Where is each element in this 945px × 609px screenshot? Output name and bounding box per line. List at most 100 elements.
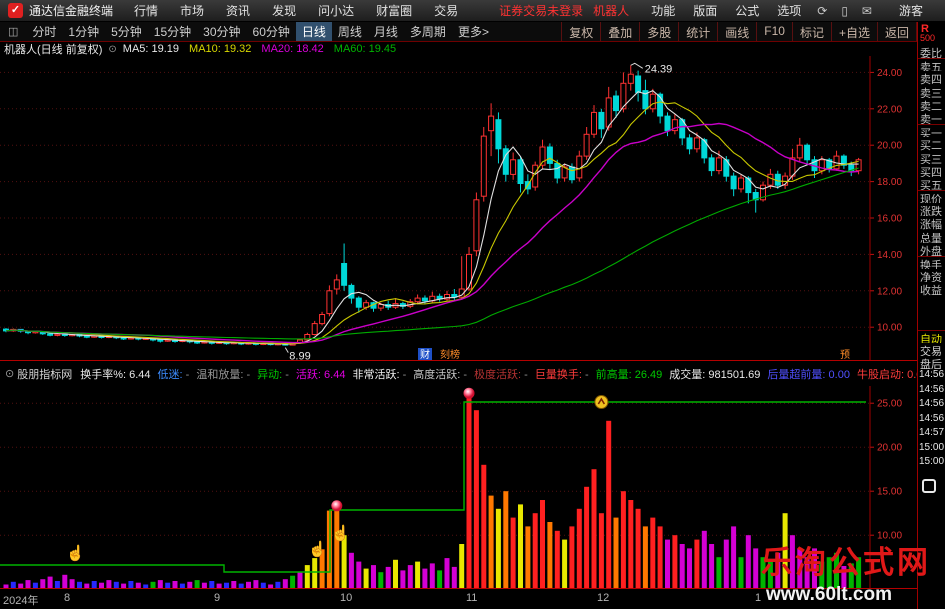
time-axis: 2024年 8 9 10 11 12 1 [0, 588, 917, 609]
indicator-value: 异动: - [257, 368, 289, 381]
svg-text:财: 财 [420, 348, 430, 360]
chart-header: 机器人(日线 前复权) ⊙ MA5: 19.19 MA10: 19.32 MA20:… [0, 42, 917, 56]
quote-row: 卖五 [918, 58, 945, 71]
period-tab[interactable]: 月线 [373, 25, 398, 39]
quote-row[interactable]: 交易 [920, 345, 942, 356]
period-tab[interactable]: 周线 [337, 25, 362, 39]
indicator-value: 换手率%: 6.44 [80, 368, 151, 381]
svg-text:刻榜: 刻榜 [440, 348, 460, 360]
svg-text:18.00: 18.00 [877, 177, 902, 188]
mail-icon[interactable]: ✉ [861, 3, 872, 18]
quote-time-row: 14:56 [919, 383, 945, 395]
stock-name-label: 机器人 [593, 4, 630, 18]
quote-row: 总量 [920, 232, 942, 243]
quote-row: 外盘 [920, 245, 942, 256]
indicator-value: 巨量换手: - [534, 368, 589, 381]
svg-text:☝: ☝ [66, 543, 85, 562]
indicator-header: ⊙ 股朋指标网 换手率%: 6.44 低迷: - 温和放量: - 异动: - 活跃: 6… [0, 360, 917, 386]
quote-panel: R 500 委比 卖五 卖四 卖三 卖二 卖一 买一 买二 买三 买四 买五 现价 涨跌 涨幅 总量 外盘 换手… [917, 22, 945, 609]
svg-text:16.00: 16.00 [877, 214, 902, 225]
period-tab[interactable]: 多周期 [409, 25, 446, 39]
quote-row: 卖一 [920, 113, 942, 125]
quote-gap [918, 296, 945, 330]
toolbar-button[interactable]: 复权 [561, 22, 600, 41]
quote-time-row: 14:56 [919, 412, 945, 424]
period-tab[interactable]: 30分钟 [203, 25, 241, 39]
svg-text:24.00: 24.00 [877, 68, 902, 79]
phone-icon[interactable]: ▯ [841, 3, 848, 18]
top-menu-bar: ✓ 通达信金融终端 行情 市场 资讯 发现 问小达 财富圈 交易 证券交易未登录 机器人 功… [0, 0, 945, 22]
svg-text:☝: ☝ [331, 523, 350, 542]
topbar-menus: 行情 市场 资讯 发现 问小达 财富圈 交易 [123, 2, 469, 19]
period-tab[interactable]: 日线 [295, 22, 332, 41]
topbar-right: 功能 版面 公式 选项 ⟳ ▯ ✉ 游客 [642, 2, 937, 19]
indicator-value: 温和放量: - [196, 368, 251, 381]
period-tab[interactable]: 5分钟 [111, 25, 142, 39]
toolbar-button[interactable]: 标记 [791, 22, 831, 41]
toolbar-button[interactable]: 画线 [717, 22, 756, 41]
indicator-value: 非常活跃: - [352, 368, 407, 381]
main-price-chart[interactable]: 24.00 22.00 20.00 18.00 16.00 14.00 12.00 10.00… [0, 56, 917, 360]
ma-value-label: MA20: 18.42 [261, 43, 324, 55]
menu-item[interactable]: 资讯 [226, 4, 251, 18]
menu-item[interactable]: 交易 [434, 4, 459, 18]
quote-row: 涨幅 [920, 219, 942, 230]
rights-badge-number: 500 [920, 33, 936, 43]
svg-text:15.00: 15.00 [877, 487, 902, 498]
quote-row: 涨跌 [920, 206, 942, 217]
indicator-values: 换手率%: 6.44 低迷: - 温和放量: - 异动: - 活跃: 6.44 非常活跃:… [80, 366, 917, 382]
quote-row: 买四 [920, 166, 942, 177]
period-tab[interactable]: 1分钟 [68, 25, 100, 39]
toolbar-button[interactable]: 统计 [678, 22, 717, 41]
date-label: 1 [755, 592, 762, 604]
menu-item[interactable]: 版面 [693, 4, 718, 18]
menu-item[interactable]: 问小达 [318, 4, 355, 18]
quote-row[interactable]: 自动 [918, 329, 945, 343]
toolbar-button[interactable]: 多股 [639, 22, 678, 41]
date-label: 8 [64, 592, 71, 604]
quote-time-row: 14:56 [919, 398, 945, 410]
svg-text:14.00: 14.00 [877, 250, 902, 261]
quote-row: 买二 [920, 140, 942, 151]
quote-row[interactable]: 盘后 [920, 358, 942, 370]
candlestick-chart-svg[interactable]: 24.00 22.00 20.00 18.00 16.00 14.00 12.00 10.00… [0, 56, 917, 360]
quote-row: 买三 [920, 153, 942, 164]
menu-item[interactable]: 发现 [272, 4, 297, 18]
ma-legend: MA5: 19.19 MA10: 19.32 MA20: 18.42 MA60: 19… [123, 43, 406, 55]
menu-item[interactable]: 行情 [134, 4, 159, 18]
toolbar-button[interactable]: +自选 [830, 22, 877, 41]
trade-login-status[interactable]: 证券交易未登录 [499, 4, 584, 18]
indicator-icon[interactable]: ⊙ [5, 368, 15, 380]
toolbar-button[interactable]: 返回 [876, 22, 917, 41]
period-tab[interactable]: 更多> [457, 25, 489, 39]
indicator-settings-icon[interactable]: ⊙ [108, 43, 117, 55]
menu-item[interactable]: 市场 [180, 4, 205, 18]
volume-indicator-chart[interactable]: 25.00 20.00 15.00 10.00 ☝ ☝ ☝ [0, 386, 917, 588]
toolbar-button[interactable]: F10 [756, 22, 792, 41]
indicator-value: 后量超前量: 0.00 [767, 368, 850, 381]
refresh-icon[interactable]: ⟳ [817, 3, 828, 18]
window-layout-icon[interactable]: ◫ [8, 26, 19, 38]
quote-row: 卖二 [920, 100, 942, 111]
indicator-value: 极度活跃: - [474, 368, 528, 381]
period-tab[interactable]: 分时 [32, 25, 57, 39]
menu-item[interactable]: 财富圈 [376, 4, 413, 18]
menu-item[interactable]: 选项 [777, 4, 802, 18]
rights-badge[interactable]: R [921, 23, 929, 35]
quote-rows: 委比 卖五 卖四 卖三 卖二 卖一 买一 买二 买三 买四 买五 现价 涨跌 涨幅 总量 外盘 换手 净资 收益 [918, 45, 945, 296]
watermark-url: www.60lt.com [766, 584, 892, 605]
user-label[interactable]: 游客 [898, 4, 923, 18]
toolbar-button[interactable]: 叠加 [600, 22, 639, 41]
quote-row: 委比 [920, 48, 942, 59]
app-title: 通达信金融终端 [29, 4, 114, 18]
period-tab[interactable]: 60分钟 [252, 25, 290, 39]
svg-text:20.00: 20.00 [877, 141, 902, 152]
app-logo-icon[interactable]: ✓ [8, 3, 23, 18]
quote-row: 换手 [918, 256, 945, 269]
svg-text:☝: ☝ [308, 539, 327, 558]
menu-item[interactable]: 公式 [735, 4, 760, 18]
menu-item[interactable]: 功能 [651, 4, 676, 18]
period-tab[interactable]: 15分钟 [153, 25, 192, 39]
